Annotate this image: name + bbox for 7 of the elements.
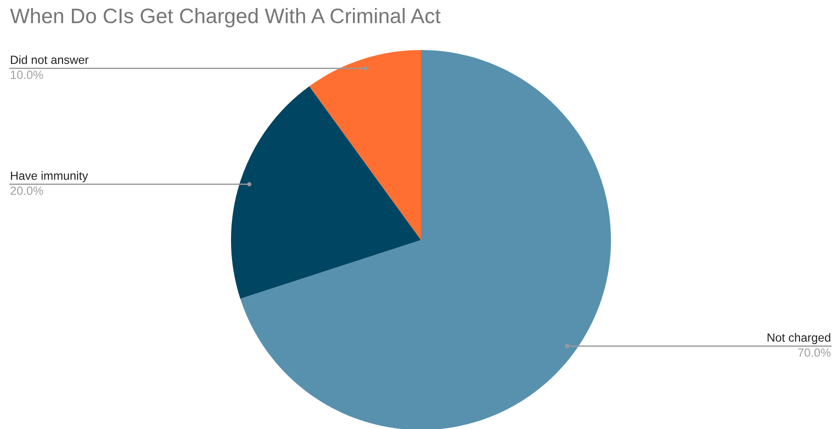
slice-label: Not charged (768, 333, 830, 344)
data-label: 70.0% (798, 348, 831, 357)
slice-label: Have immunity (10, 171, 88, 182)
data-label: 10.0% (10, 70, 44, 80)
data-label: 20.0% (10, 186, 44, 195)
slice-label: Did not answer (10, 55, 89, 64)
chart-title: When Do CIs Get Charged With A Criminal Act (10, 8, 441, 28)
